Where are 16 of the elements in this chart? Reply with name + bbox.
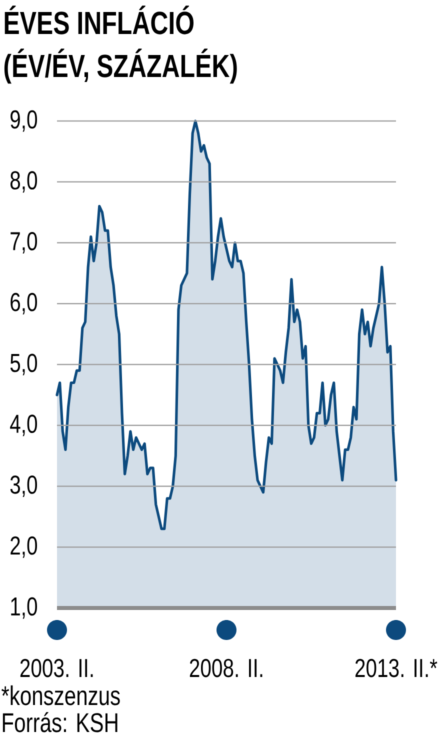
y-tick-label: 6,0 [10, 292, 38, 314]
chart-subtitle: (ÉV/ÉV, SZÁZALÉK) [4, 48, 237, 84]
y-tick-label: 4,0 [10, 414, 38, 436]
y-tick-label: 5,0 [10, 354, 38, 376]
text: Forrás: KSH [2, 712, 118, 732]
y-tick-label: 2,0 [10, 536, 38, 558]
x-tick-label: 2003. II. [20, 658, 93, 678]
chart-title: ÉVES INFLÁCIÓ [4, 6, 194, 34]
y-tick-label: 9,0 [10, 110, 38, 132]
y-tick-label: 3,0 [10, 476, 38, 497]
x-tick-label: 2008. II. [190, 658, 262, 678]
text: *konszenzus [2, 685, 120, 706]
y-tick-label: 7,0 [10, 232, 38, 254]
y-tick-label: 8,0 [10, 171, 38, 193]
y-tick-label: 1,0 [11, 597, 38, 619]
x-tick-label: 2013. II.* [355, 658, 438, 678]
